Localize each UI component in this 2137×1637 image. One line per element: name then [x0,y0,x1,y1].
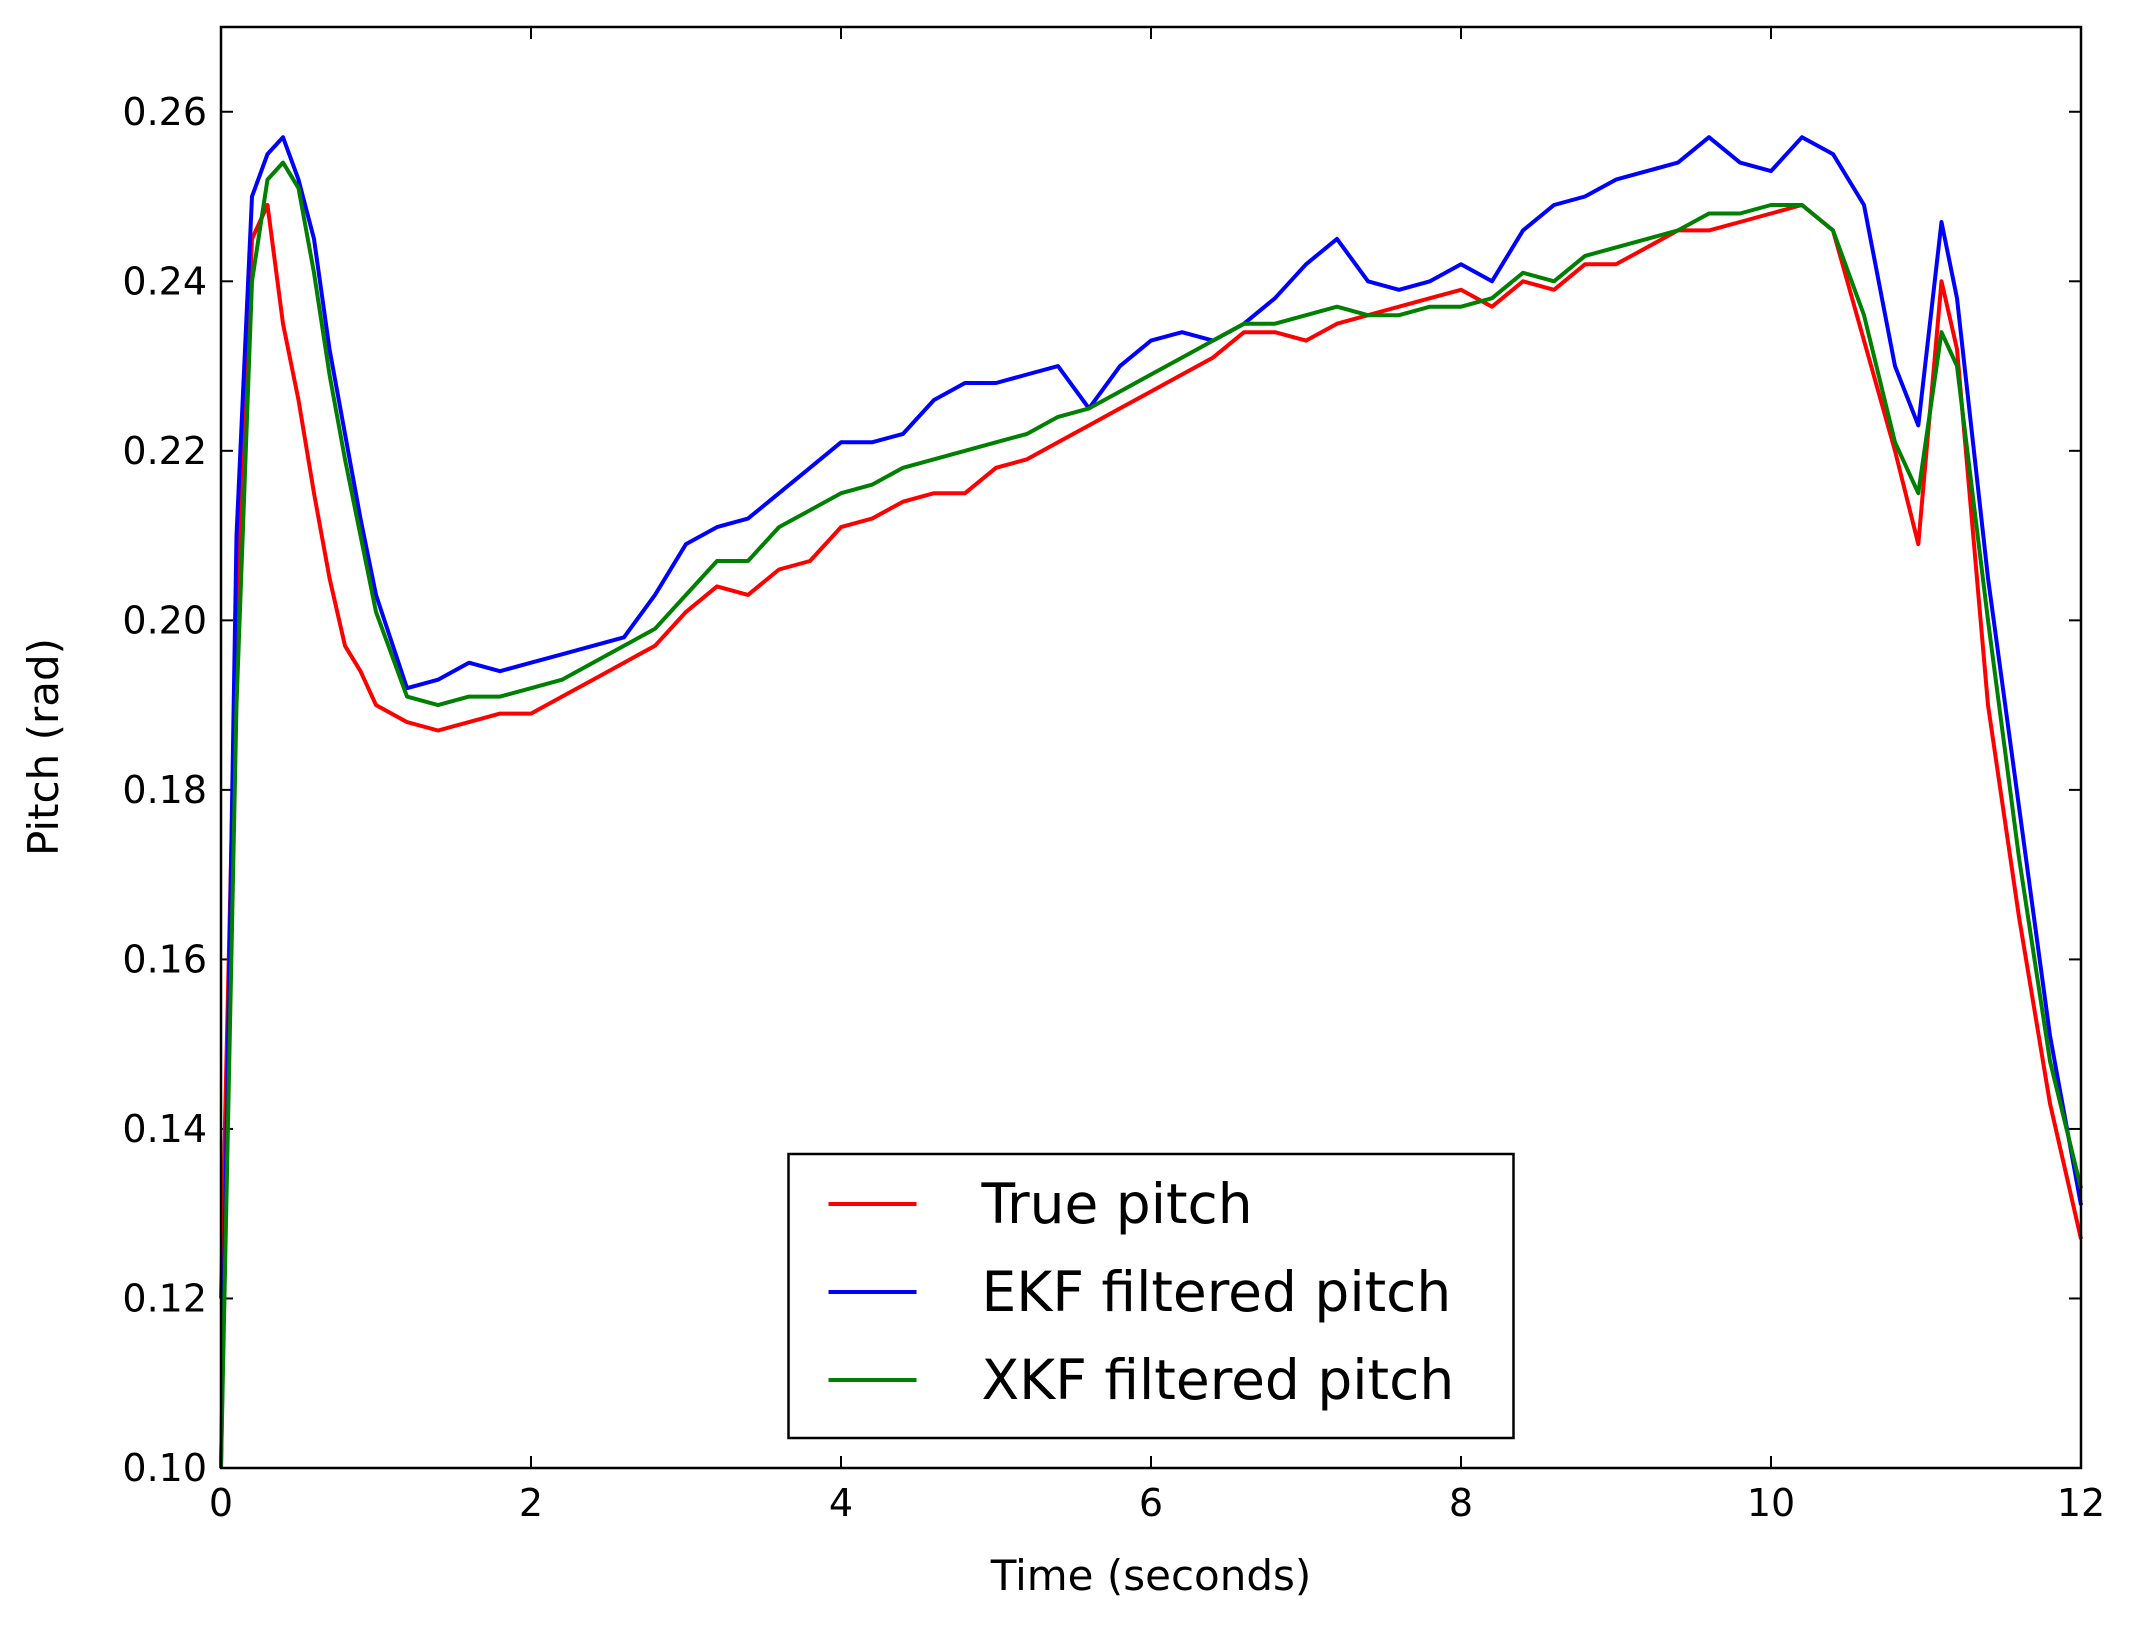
plot-frame [219,25,2083,1470]
y-tick-label: 0.16 [122,937,207,981]
x-tick-label: 4 [829,1481,853,1525]
y-axis-label: Pitch (rad) [19,638,68,856]
x-tick-label: 10 [1747,1481,1795,1525]
y-tick-label: 0.20 [122,598,207,642]
x-tick-label: 2 [519,1481,543,1525]
y-tick-label: 0.26 [122,90,207,134]
x-tick-label: 8 [1449,1481,1473,1525]
y-tick-label: 0.14 [122,1107,207,1151]
legend-label: XKF filtered pitch [982,1348,1455,1412]
y-tick-label: 0.12 [122,1276,207,1320]
x-tick-label: 0 [209,1481,233,1525]
y-tick-label: 0.18 [122,768,207,812]
y-tick-label: 0.22 [122,429,207,473]
legend-label: True pitch [981,1172,1253,1236]
x-tick-label: 12 [2057,1481,2105,1525]
series-line [219,160,2083,1469]
y-tick-label: 0.24 [122,259,207,303]
series-line [219,203,2083,1299]
legend-box [787,1152,1515,1440]
y-tick-label: 0.10 [122,1446,207,1490]
x-axis-label: Time (seconds) [990,1551,1312,1600]
x-tick-label: 6 [1139,1481,1163,1525]
legend-label: EKF filtered pitch [982,1260,1452,1324]
